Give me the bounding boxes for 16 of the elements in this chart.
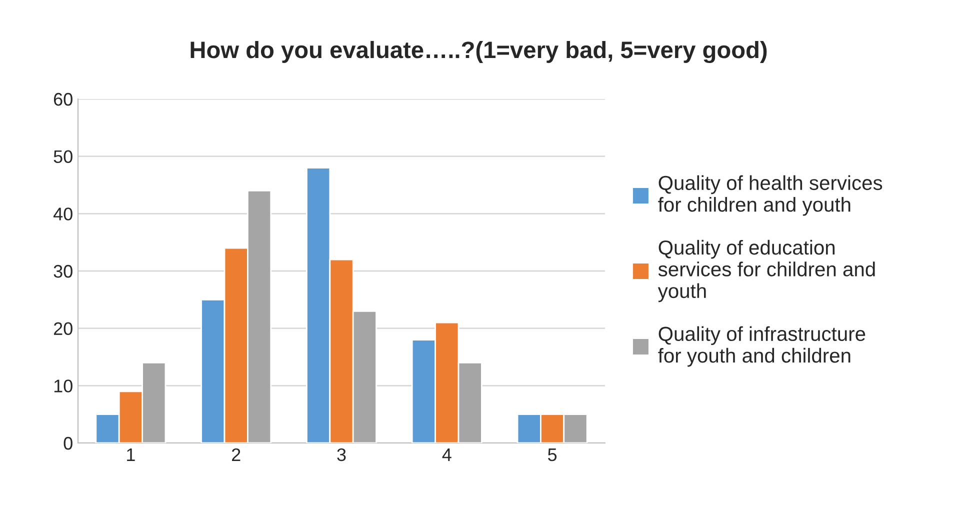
y-tick-label: 60 xyxy=(54,92,72,106)
x-tick-label: 4 xyxy=(442,448,452,461)
x-tick-label: 1 xyxy=(127,448,135,461)
chart-title: How do you evaluate…..?(1=very bad, 5=very good) xyxy=(190,40,767,64)
y-tick-label: 20 xyxy=(54,322,72,336)
x-tick-label: 3 xyxy=(337,448,346,462)
y-tick-label: 50 xyxy=(54,150,72,164)
legend-label: Quality of health services for children and youth xyxy=(658,175,882,216)
x-tick-label: 5 xyxy=(548,448,557,462)
legend-label: Quality of education services for children and youth xyxy=(658,240,875,302)
x-tick-label: 2 xyxy=(232,448,240,461)
y-tick-label: 40 xyxy=(53,208,72,220)
y-tick-label: 0 xyxy=(64,436,72,450)
y-tick-label: 10 xyxy=(54,380,72,392)
legend-label: Quality of infrastructure for youth and children xyxy=(658,326,866,367)
y-tick-label: 30 xyxy=(54,264,72,278)
